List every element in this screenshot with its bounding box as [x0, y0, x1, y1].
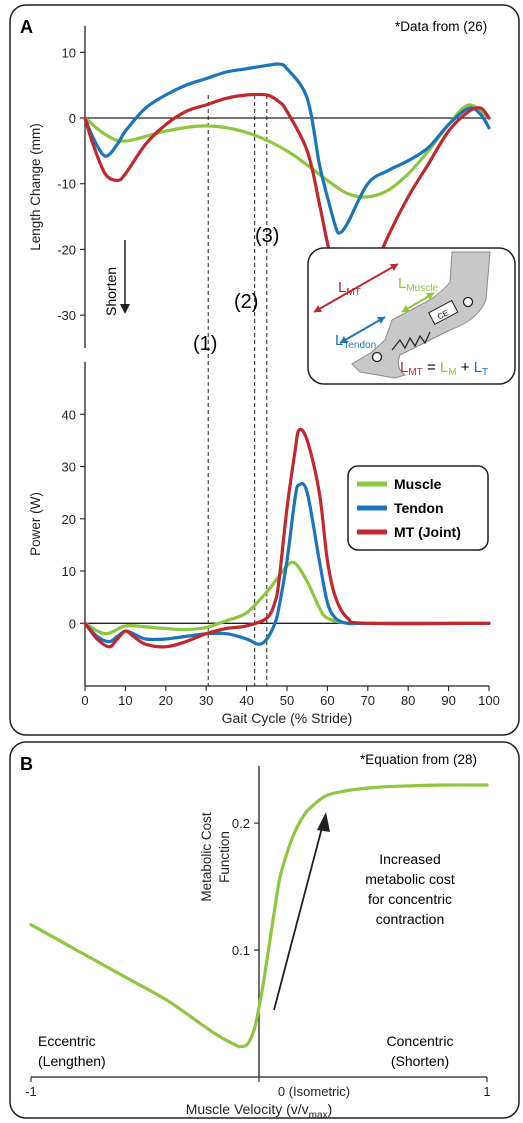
legend-label-muscle: Muscle: [394, 476, 442, 492]
marker-2: (2): [234, 291, 258, 313]
power-x-tick-label: 20: [159, 693, 173, 708]
cost-y-axis-label-2: Function: [217, 831, 232, 883]
marker-3: (3): [255, 225, 279, 247]
length-y-tick-label: -10: [57, 177, 76, 192]
legend-label-mt: MT (Joint): [394, 524, 461, 540]
cost-series: [29, 783, 489, 1049]
ltendon-label: LTendon: [335, 332, 376, 351]
lmt-arrowhead-b: [314, 305, 322, 312]
power-x-tick-label: 0: [81, 693, 88, 708]
power-x-tick-label: 30: [199, 693, 213, 708]
length-series-mt-joint-: [83, 92, 491, 311]
knee-joint: [462, 296, 474, 308]
power-x-axis-label: Gait Cycle (% Stride): [222, 710, 353, 726]
lmt-arrow: [313, 263, 399, 313]
cost-x-axis-label: Muscle Velocity (v/vmax): [186, 1101, 333, 1121]
annotation-line-4: contraction: [376, 911, 444, 927]
lmuscle-label: LMuscle: [398, 275, 438, 294]
annotation-line-2: metabolic cost: [365, 871, 455, 887]
legend-label-tendon: Tendon: [394, 500, 444, 516]
power-y-axis-label: Power (W): [28, 492, 43, 556]
panel-b-note: *Equation from (28): [360, 752, 477, 767]
length-series-tendon: [83, 62, 491, 235]
power-y-tick-label: 0: [69, 616, 76, 631]
panel-a-letter: A: [20, 17, 33, 37]
cost-x-tick-label: 1: [483, 1084, 490, 1099]
cost-y-tick-label: 0.1: [232, 943, 250, 958]
power-x-tick-label: 100: [478, 693, 500, 708]
cost-x-tick-label: -1: [25, 1084, 37, 1099]
concentric-label-1: Concentric: [387, 1033, 454, 1049]
cost-y-tick-label: 0.2: [232, 816, 250, 831]
lmt-label: LMT: [338, 279, 361, 298]
shorten-arrowhead: [120, 304, 130, 314]
length-y-tick-label: -30: [57, 308, 76, 323]
length-y-axis-label: Length Change (mm): [28, 123, 43, 251]
ltendon-arrowhead-a: [377, 317, 385, 324]
power-series-mt-joint-: [83, 427, 491, 649]
panel-a-note: *Data from (26): [395, 19, 487, 34]
legend-frame: [347, 465, 489, 551]
metabolic-cost-chart: -1 0 (Isometric) 1 0.1 0.2 Muscle Velocity (v…: [25, 766, 491, 1121]
power-x-tick-label: 40: [239, 693, 253, 708]
length-y-tick-label: -20: [57, 242, 76, 257]
power-x-tick-label: 60: [320, 693, 334, 708]
power-x-tick-label: 90: [441, 693, 455, 708]
length-y-tick-label: 10: [62, 45, 76, 60]
power-x-tick-label: 50: [280, 693, 294, 708]
power-series-muscle: [83, 560, 491, 636]
cost-x-tick-label: 0 (Isometric): [278, 1084, 350, 1099]
annotation-line-1: Increased: [379, 851, 440, 867]
cost-y-axis-label-1: Metabolic Cost: [199, 812, 214, 902]
power-x-tick-label: 10: [118, 693, 132, 708]
leg-shape: [351, 251, 491, 379]
cost-arrow: [273, 819, 325, 1011]
ce-box: [428, 299, 459, 325]
annotation-line-3: for concentric: [368, 891, 452, 907]
power-y-tick-label: 20: [62, 512, 76, 527]
lmuscle-arrowhead-a: [426, 293, 434, 300]
lmuscle-arrowhead-b: [402, 305, 410, 312]
power-y-tick-label: 10: [62, 564, 76, 579]
ltendon-arrowhead-b: [340, 336, 348, 343]
equation-label: LMT = LM + LT: [400, 359, 488, 378]
panel-b-letter: B: [20, 754, 33, 774]
ankle-joint: [371, 351, 383, 363]
leg-inset: CE LMT LMuscle LTendon LMT = LM + LT: [307, 247, 516, 385]
legend: Muscle Tendon MT (Joint): [347, 465, 489, 551]
marker-1: (1): [193, 333, 217, 355]
ltendon-arrow: [339, 316, 386, 344]
power-x-tick-label: 70: [361, 693, 375, 708]
cost-arrowhead: [317, 812, 330, 832]
power-y-tick-label: 40: [62, 407, 76, 422]
eccentric-label-1: Eccentric: [38, 1033, 96, 1049]
tendon-spring: [391, 331, 431, 351]
power-x-tick-label: 80: [401, 693, 415, 708]
lmt-arrowhead-a: [390, 264, 398, 271]
panel-b-frame: [9, 741, 520, 1119]
length-y-tick-label: 0: [69, 111, 76, 126]
power-y-tick-label: 30: [62, 460, 76, 475]
length-change-chart: 10 0 -10 -20 -30 Length Change (mm): [28, 26, 491, 686]
eccentric-label-2: (Lengthen): [38, 1053, 106, 1069]
concentric-label-2: (Shorten): [391, 1053, 449, 1069]
shorten-label: Shorten: [103, 267, 119, 316]
